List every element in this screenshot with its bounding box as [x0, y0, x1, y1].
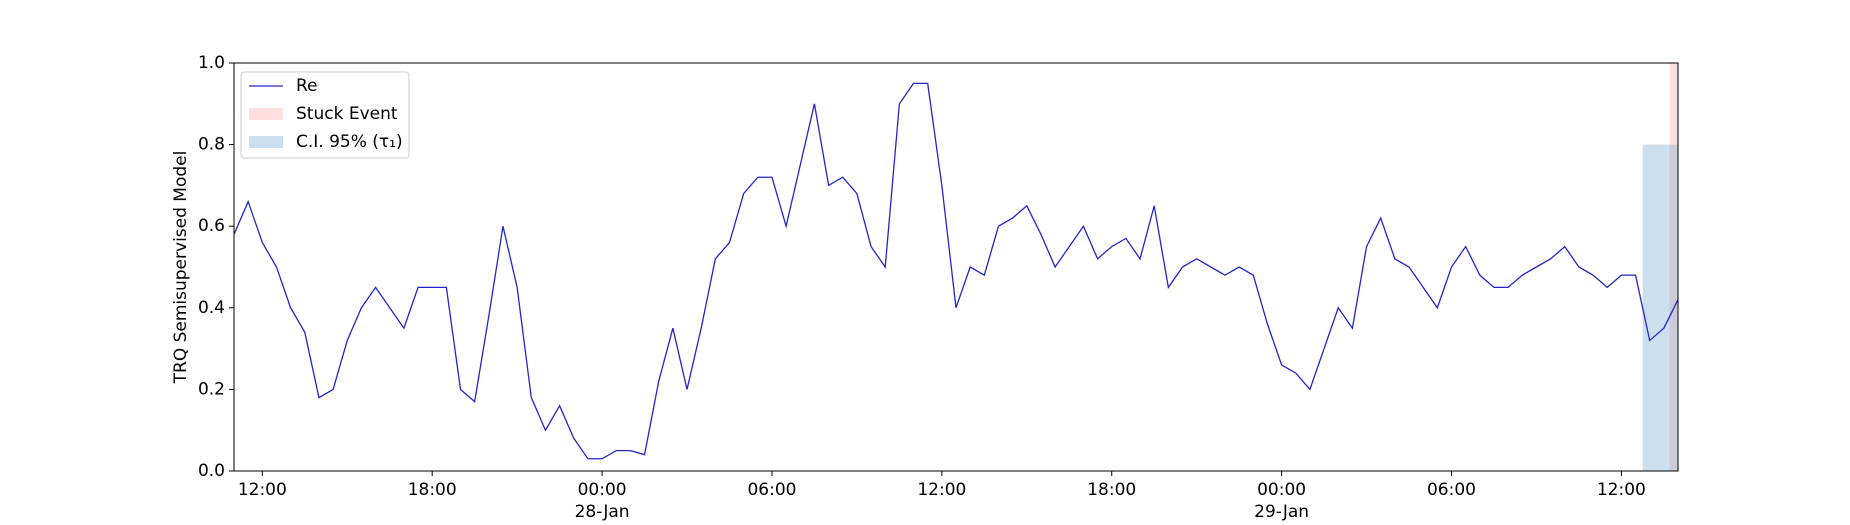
legend-patch: [249, 108, 283, 120]
legend-label: Re: [296, 76, 318, 96]
legend-box: [240, 71, 410, 159]
x-tick-label: 18:00: [1087, 480, 1137, 500]
x-tick-label: 12:00: [237, 480, 287, 500]
span-area: [1669, 63, 1678, 471]
data-line: [233, 82, 1679, 460]
y-tick-label: 0.2: [198, 379, 225, 399]
x-tick-label: 12:00: [1596, 480, 1646, 500]
x-tick-label: 06:00: [747, 480, 797, 500]
y-tick-label: 1.0: [198, 53, 225, 73]
y-axis-label: TRQ Semisupervised Model: [171, 151, 191, 385]
x-tick-label: 00:00 28-Jan 1900: [574, 480, 630, 525]
x-tick-label: 18:00: [407, 480, 457, 500]
y-tick-label: 0.4: [198, 298, 225, 318]
y-tick-label: 0.0: [198, 461, 225, 481]
y-tick-label: 0.8: [198, 135, 225, 155]
legend-patch: [249, 136, 283, 148]
x-tick-label: 00:00 29-Jan: [1254, 480, 1310, 522]
x-tick-label: 06:00: [1426, 480, 1476, 500]
plot-frame: [233, 62, 1679, 472]
legend-label: Stuck Event: [296, 104, 398, 124]
y-tick-label: 0.6: [198, 216, 225, 236]
x-tick-label: 12:00: [917, 480, 967, 500]
legend-label: C.I. 95% (τ₁): [296, 132, 403, 152]
span-area: [1642, 144, 1678, 471]
